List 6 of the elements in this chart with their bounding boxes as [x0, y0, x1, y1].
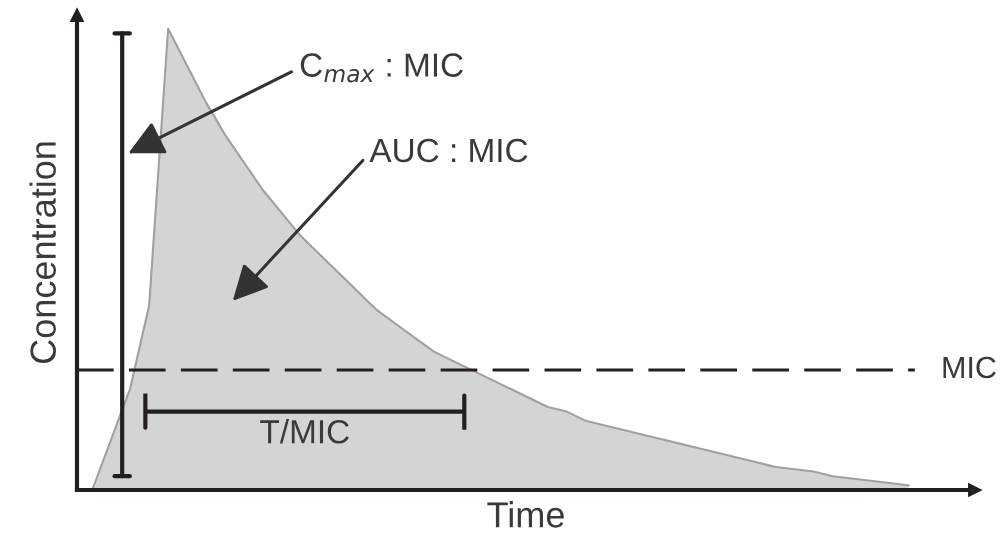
x-axis-title: Time: [487, 501, 564, 528]
ref-line-label: MIC: [943, 356, 996, 379]
annotation: T/MIC: [260, 419, 349, 444]
annotation: AUC : MIC: [369, 138, 528, 163]
annotation: C$_{max}$ : MIC: [300, 53, 463, 83]
y-axis-title: Concentration: [29, 142, 56, 364]
